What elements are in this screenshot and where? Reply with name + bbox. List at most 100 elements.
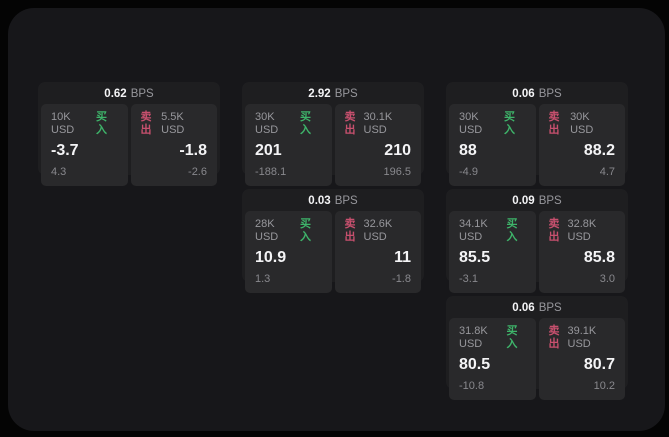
buy-cell[interactable]: 30K USD 买入 201 -188.1: [245, 104, 332, 186]
sell-amount: 32.8K USD: [567, 218, 597, 243]
sell-side-label: 卖出: [548, 325, 560, 350]
sell-side-label: 卖出: [344, 218, 356, 243]
quote-cells: 10K USD 买入 -3.7 4.3 卖出 5.5K USD -1.8 -2.…: [41, 104, 217, 186]
bps-value: 0.06: [512, 302, 535, 314]
buy-amount: 10K USD: [51, 111, 75, 136]
buy-cell-top: 31.8K USD 买入: [459, 325, 526, 351]
sell-amount: 30.1K USD: [363, 111, 393, 136]
sell-side-label: 卖出: [548, 111, 560, 136]
bps-unit-label: BPS: [334, 195, 358, 207]
buy-side-label: 买入: [95, 111, 107, 136]
buy-sub-value: -10.8: [459, 380, 485, 392]
quote-card: 0.03 BPS 28K USD 买入 10.9 1.3 卖出 32.6K US…: [242, 189, 424, 293]
quote-cells: 30K USD 买入 201 -188.1 卖出 30.1K USD 210 1…: [245, 104, 421, 186]
buy-cell[interactable]: 28K USD 买入 10.9 1.3: [245, 211, 332, 293]
sell-sub-value: 4.7: [599, 166, 615, 178]
sell-cell[interactable]: 卖出 32.8K USD 85.8 3.0: [538, 211, 625, 293]
buy-cell[interactable]: 31.8K USD 买入 80.5 -10.8: [449, 318, 536, 400]
buy-amount: 34.1K USD: [459, 218, 488, 243]
bps-value: 0.03: [308, 195, 331, 207]
bps-value: 2.92: [308, 88, 331, 100]
sell-price: 88.2: [583, 142, 615, 159]
buy-amount: 31.8K USD: [459, 325, 488, 350]
sell-cell-top: 卖出 32.6K USD: [345, 218, 412, 244]
sell-sub-value: 3.0: [599, 273, 615, 285]
buy-side-label: 买入: [506, 325, 518, 350]
buy-amount: 30K USD: [459, 111, 483, 136]
sell-cell[interactable]: 卖出 30K USD 88.2 4.7: [538, 104, 625, 186]
quote-cells: 30K USD 买入 88 -4.9 卖出 30K USD 88.2 4.7: [449, 104, 625, 186]
buy-side-label: 买入: [506, 218, 518, 243]
buy-cell-top: 30K USD 买入: [459, 111, 526, 137]
buy-sub-value: -188.1: [255, 166, 287, 178]
bps-unit-label: BPS: [538, 195, 562, 207]
quote-cells: 31.8K USD 买入 80.5 -10.8 卖出 39.1K USD 80.…: [449, 318, 625, 400]
buy-price: 88: [459, 142, 477, 159]
sell-amount: 39.1K USD: [567, 325, 597, 350]
sell-sub-value: -2.6: [188, 166, 207, 178]
sell-amount: 5.5K USD: [161, 111, 185, 136]
card-header: 0.09 BPS: [449, 192, 625, 211]
buy-side-label: 买入: [299, 111, 311, 136]
buy-price: 80.5: [459, 356, 491, 373]
buy-price: -3.7: [51, 142, 79, 159]
buy-cell-top: 28K USD 买入: [255, 218, 322, 244]
buy-cell-top: 34.1K USD 买入: [459, 218, 526, 244]
cards-grid: 0.62 BPS 10K USD 买入 -3.7 4.3 卖出 5.5K USD…: [38, 82, 628, 400]
quote-card: 0.62 BPS 10K USD 买入 -3.7 4.3 卖出 5.5K USD…: [38, 82, 220, 186]
sell-cell[interactable]: 卖出 30.1K USD 210 196.5: [334, 104, 421, 186]
sell-sub-value: -1.8: [392, 273, 411, 285]
buy-cell-top: 30K USD 买入: [255, 111, 322, 137]
quote-card: 2.92 BPS 30K USD 买入 201 -188.1 卖出 30.1K …: [242, 82, 424, 186]
app-window: 0.62 BPS 10K USD 买入 -3.7 4.3 卖出 5.5K USD…: [8, 8, 665, 431]
sell-cell[interactable]: 卖出 5.5K USD -1.8 -2.6: [130, 104, 217, 186]
card-header: 0.06 BPS: [449, 299, 625, 318]
bps-unit-label: BPS: [538, 302, 562, 314]
buy-side-label: 买入: [299, 218, 311, 243]
sell-side-label: 卖出: [344, 111, 356, 136]
sell-cell[interactable]: 卖出 39.1K USD 80.7 10.2: [538, 318, 625, 400]
quote-cells: 28K USD 买入 10.9 1.3 卖出 32.6K USD 11 -1.8: [245, 211, 421, 293]
bps-unit-label: BPS: [334, 88, 358, 100]
sell-price: 11: [394, 249, 411, 266]
quote-card: 0.09 BPS 34.1K USD 买入 85.5 -3.1 卖出 32.8K…: [446, 189, 628, 293]
buy-price: 201: [255, 142, 282, 159]
sell-side-label: 卖出: [140, 111, 152, 136]
sell-cell-top: 卖出 5.5K USD: [141, 111, 208, 137]
sell-cell[interactable]: 卖出 32.6K USD 11 -1.8: [334, 211, 421, 293]
sell-side-label: 卖出: [548, 218, 560, 243]
buy-cell[interactable]: 10K USD 买入 -3.7 4.3: [41, 104, 128, 186]
quote-card: 0.06 BPS 30K USD 买入 88 -4.9 卖出 30K USD 8…: [446, 82, 628, 186]
buy-cell[interactable]: 30K USD 买入 88 -4.9: [449, 104, 536, 186]
buy-sub-value: -4.9: [459, 166, 478, 178]
sell-price: 80.7: [583, 356, 615, 373]
card-header: 2.92 BPS: [245, 85, 421, 104]
buy-side-label: 买入: [503, 111, 515, 136]
buy-sub-value: -3.1: [459, 273, 478, 285]
bps-value: 0.09: [512, 195, 535, 207]
sell-cell-top: 卖出 30.1K USD: [345, 111, 412, 137]
card-header: 0.03 BPS: [245, 192, 421, 211]
sell-price: 210: [384, 142, 411, 159]
buy-price: 85.5: [459, 249, 491, 266]
buy-cell-top: 10K USD 买入: [51, 111, 118, 137]
sell-cell-top: 卖出 39.1K USD: [549, 325, 616, 351]
sell-sub-value: 196.5: [383, 166, 411, 178]
sell-price: -1.8: [179, 142, 207, 159]
sell-amount: 30K USD: [570, 111, 594, 136]
sell-amount: 32.6K USD: [363, 218, 393, 243]
buy-amount: 30K USD: [255, 111, 279, 136]
buy-sub-value: 1.3: [255, 273, 271, 285]
buy-cell[interactable]: 34.1K USD 买入 85.5 -3.1: [449, 211, 536, 293]
buy-sub-value: 4.3: [51, 166, 67, 178]
sell-price: 85.8: [583, 249, 615, 266]
sell-cell-top: 卖出 32.8K USD: [549, 218, 616, 244]
buy-price: 10.9: [255, 249, 287, 266]
bps-unit-label: BPS: [538, 88, 562, 100]
bps-value: 0.62: [104, 88, 127, 100]
bps-value: 0.06: [512, 88, 535, 100]
buy-amount: 28K USD: [255, 218, 279, 243]
sell-sub-value: 10.2: [593, 380, 615, 392]
quote-cells: 34.1K USD 买入 85.5 -3.1 卖出 32.8K USD 85.8…: [449, 211, 625, 293]
bps-unit-label: BPS: [130, 88, 154, 100]
